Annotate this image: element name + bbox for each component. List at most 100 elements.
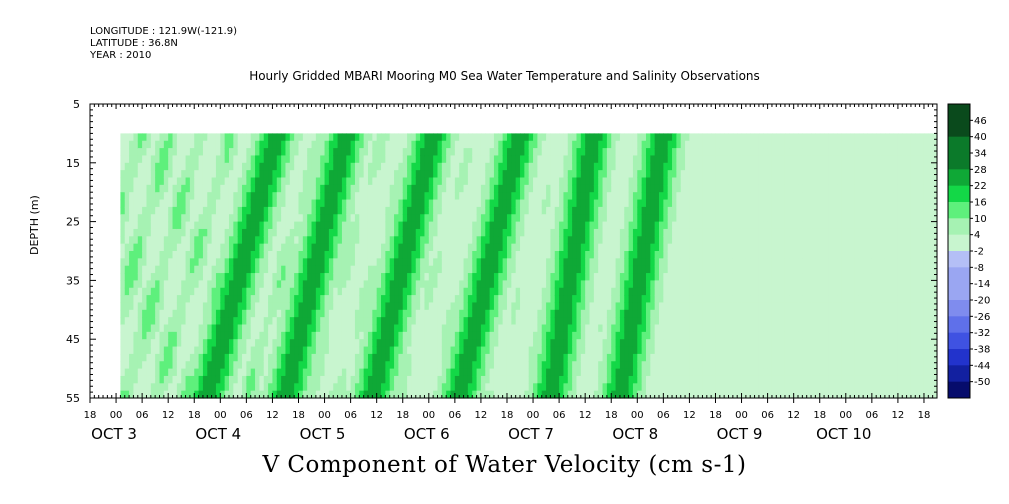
heatmap-cell — [619, 192, 625, 201]
heatmap-cell — [228, 214, 234, 223]
heatmap-cell — [372, 295, 378, 304]
heatmap-cell — [654, 162, 660, 171]
heatmap-cell — [489, 309, 495, 318]
heatmap-cell — [298, 206, 304, 215]
heatmap-cell — [606, 324, 612, 333]
heatmap-cell — [632, 287, 638, 296]
heatmap-cell — [663, 295, 669, 304]
heatmap-cell — [463, 339, 469, 348]
heatmap-cell — [632, 346, 638, 355]
heatmap-cell — [276, 214, 282, 223]
heatmap-cell — [467, 353, 473, 362]
heatmap-cell — [506, 353, 512, 362]
heatmap-cell — [220, 206, 226, 215]
heatmap-cell — [385, 251, 391, 259]
heatmap-cell — [632, 170, 638, 179]
heatmap-cell — [294, 206, 300, 215]
heatmap-cell — [259, 309, 265, 318]
heatmap-cell — [237, 383, 243, 392]
heatmap-cell — [437, 258, 443, 267]
heatmap-cell — [433, 199, 439, 208]
heatmap-cell — [463, 368, 469, 377]
heatmap-cell — [233, 162, 239, 171]
heatmap-cell — [450, 317, 456, 326]
heatmap-cell — [711, 199, 717, 208]
heatmap-cell — [341, 236, 347, 245]
heatmap-cell — [315, 199, 321, 208]
heatmap-cell — [437, 383, 443, 392]
heatmap-cell — [363, 251, 369, 259]
heatmap-cell — [567, 206, 573, 215]
heatmap-cell — [415, 184, 421, 193]
heatmap-cell — [615, 265, 621, 274]
heatmap-cell — [654, 155, 660, 164]
heatmap-cell — [394, 331, 399, 340]
heatmap-cell — [202, 184, 208, 193]
heatmap-cell — [228, 353, 234, 362]
heatmap-cell — [541, 295, 547, 304]
heatmap-cell — [476, 324, 482, 333]
heatmap-cell — [185, 251, 191, 259]
heatmap-cell — [624, 155, 630, 164]
heatmap-cell — [572, 184, 578, 193]
heatmap-cell — [702, 302, 708, 311]
heatmap-cell — [619, 383, 625, 392]
heatmap-cell — [615, 184, 621, 193]
heatmap-cell — [389, 324, 395, 333]
heatmap-cell — [511, 258, 517, 267]
heatmap-cell — [281, 184, 287, 193]
heatmap-cell — [537, 324, 543, 333]
heatmap-cell — [550, 199, 556, 208]
heatmap-cell — [680, 265, 686, 274]
heatmap-cell — [502, 383, 508, 392]
heatmap-cell — [685, 368, 691, 377]
heatmap-cell — [294, 192, 300, 201]
heatmap-cell — [502, 302, 508, 311]
heatmap-cell — [120, 133, 126, 142]
heatmap-cell — [407, 192, 413, 201]
heatmap-cell — [663, 236, 669, 245]
heatmap-cell — [589, 295, 595, 304]
heatmap-cell — [632, 162, 638, 171]
heatmap-cell — [120, 339, 126, 348]
heatmap-cell — [363, 287, 369, 296]
heatmap-cell — [246, 368, 252, 377]
heatmap-cell — [624, 177, 630, 186]
heatmap-cell — [650, 236, 656, 245]
heatmap-cell — [294, 324, 300, 333]
heatmap-cell — [546, 361, 552, 370]
heatmap-cell — [402, 140, 408, 149]
heatmap-cell — [359, 353, 365, 362]
heatmap-cell — [311, 280, 317, 289]
heatmap-cell — [237, 295, 243, 304]
heatmap-cell — [333, 295, 339, 304]
heatmap-cell — [650, 258, 656, 267]
heatmap-cell — [237, 133, 243, 142]
heatmap-cell — [672, 383, 677, 392]
heatmap-cell — [628, 324, 634, 333]
heatmap-cell — [268, 258, 274, 267]
heatmap-cell — [424, 383, 430, 392]
heatmap-cell — [246, 155, 252, 164]
heatmap-cell — [137, 265, 143, 274]
heatmap-cell — [142, 302, 148, 311]
heatmap-cell — [533, 317, 538, 326]
heatmap-cell — [224, 390, 230, 399]
heatmap-cell — [420, 251, 426, 259]
heatmap-cell — [155, 390, 161, 399]
heatmap-cell — [294, 251, 300, 259]
heatmap-cell — [163, 214, 169, 223]
heatmap-cell — [602, 184, 608, 193]
heatmap-cell — [428, 199, 434, 208]
heatmap-cell — [680, 155, 686, 164]
heatmap-cell — [693, 258, 699, 267]
heatmap-cell — [672, 184, 677, 193]
heatmap-cell — [276, 243, 282, 252]
heatmap-cell — [129, 170, 135, 179]
heatmap-cell — [645, 331, 651, 340]
heatmap-cell — [276, 155, 282, 164]
heatmap-cell — [420, 236, 426, 245]
heatmap-cell — [715, 346, 721, 355]
heatmap-cell — [268, 170, 274, 179]
heatmap-cell — [146, 148, 152, 157]
